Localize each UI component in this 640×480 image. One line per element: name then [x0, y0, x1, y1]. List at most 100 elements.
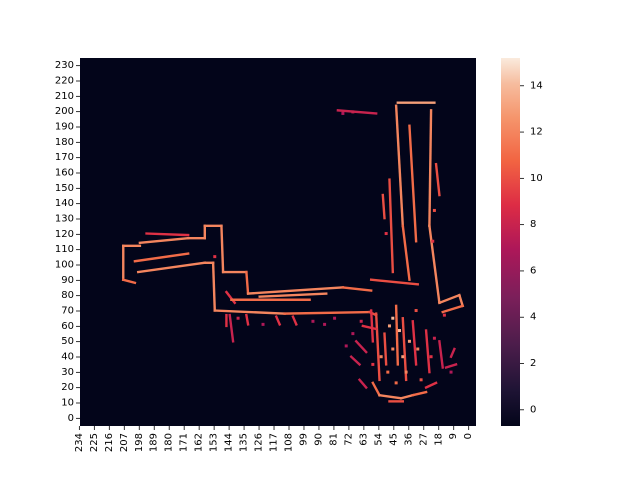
- x-tick-label: 45: [388, 433, 399, 446]
- y-tick-label: 20: [61, 382, 74, 393]
- heatmap-segment-39: [246, 315, 248, 324]
- heatmap-cell-30: [433, 209, 436, 212]
- heatmap-cell-19: [351, 332, 354, 335]
- y-tick-label: 10: [61, 398, 74, 409]
- heatmap-cell-0: [391, 317, 394, 320]
- heatmap-segment-35: [285, 312, 370, 314]
- x-tick-label: 117: [269, 433, 280, 452]
- heatmap-cell-21: [237, 317, 240, 320]
- x-tick-label: 162: [194, 433, 205, 452]
- x-tick-label: 135: [239, 433, 250, 452]
- y-tick-label: 140: [55, 198, 74, 209]
- heatmap-cell-2: [398, 329, 401, 332]
- x-axis: 234 225 216 207 198 189 180 171 162 153 144 135 126 1…: [74, 426, 474, 452]
- x-tick-label: 234: [74, 433, 85, 452]
- x-tick-label: 153: [209, 433, 220, 452]
- x-tick-label: 27: [418, 433, 429, 446]
- x-tick-label: 18: [433, 433, 444, 446]
- x-tick-label: 225: [89, 433, 100, 452]
- x-tick-label: 108: [284, 433, 295, 452]
- y-tick-label: 100: [55, 260, 74, 271]
- colorbar-tick-label: 2: [530, 358, 536, 369]
- heatmap-cell-29: [431, 240, 434, 243]
- heatmap-cell-7: [380, 355, 383, 358]
- heatmap-cell-17: [450, 371, 453, 374]
- heatmap-cell-11: [395, 381, 398, 384]
- y-tick-label: 170: [55, 152, 74, 163]
- heatmap-segment-45: [396, 306, 398, 365]
- x-tick-label: 126: [254, 433, 265, 452]
- y-tick-label: 230: [55, 60, 74, 71]
- x-tick-label: 207: [119, 433, 130, 452]
- x-tick-label: 99: [298, 433, 309, 446]
- heatmap-cell-4: [391, 348, 394, 351]
- heatmap-cell-14: [433, 337, 436, 340]
- x-tick-label: 81: [328, 433, 339, 446]
- colorbar: [501, 58, 520, 426]
- y-tick-label: 130: [55, 214, 74, 225]
- y-tick-label: 70: [61, 306, 74, 317]
- y-tick-label: 210: [55, 91, 74, 102]
- heatmap-cell-24: [323, 323, 326, 326]
- y-tick-label: 160: [55, 168, 74, 179]
- y-tick-label: 40: [61, 352, 74, 363]
- y-axis: 2302202102001901801701601501401301201101…: [55, 60, 80, 424]
- colorbar-axis: 0 2 4 6 8 10 12 14: [520, 80, 543, 415]
- colorbar-tick-label: 12: [530, 127, 543, 138]
- colorbar-tick-label: 14: [530, 80, 543, 91]
- heatmap-cell-1: [388, 324, 391, 327]
- x-tick-label: 180: [164, 433, 175, 452]
- heatmap-cell-13: [430, 355, 433, 358]
- heatmap-segment-23: [246, 272, 248, 294]
- y-tick-label: 50: [61, 336, 74, 347]
- y-tick-label: 80: [61, 290, 74, 301]
- heatmap-cell-15: [415, 309, 418, 312]
- y-tick-label: 150: [55, 183, 74, 194]
- heatmap-cell-28: [385, 232, 388, 235]
- heatmap-cell-12: [371, 363, 374, 366]
- heatmap-segment-17: [147, 234, 189, 236]
- heatmap-cell-9: [405, 371, 408, 374]
- heatmap-cell-18: [360, 320, 363, 323]
- y-tick-label: 90: [61, 275, 74, 286]
- heatmap-segment-44: [384, 334, 386, 365]
- y-tick-label: 220: [55, 76, 74, 87]
- y-tick-label: 180: [55, 137, 74, 148]
- x-tick-label: 90: [313, 433, 324, 446]
- colorbar-tick-label: 4: [530, 312, 536, 323]
- x-tick-label: 9: [448, 433, 459, 439]
- colorbar-tick-label: 8: [530, 219, 536, 230]
- y-tick-label: 0: [68, 413, 74, 424]
- heatmap-segment-43: [371, 311, 373, 342]
- x-tick-label: 72: [343, 433, 354, 446]
- y-tick-label: 190: [55, 122, 74, 133]
- colorbar-tick-label: 10: [530, 173, 543, 184]
- y-tick-label: 200: [55, 106, 74, 117]
- x-tick-label: 171: [179, 433, 190, 452]
- heatmap-cell-22: [262, 323, 265, 326]
- heatmap-cell-5: [401, 355, 404, 358]
- heatmap-segment-30: [213, 263, 215, 311]
- x-tick-label: 189: [149, 433, 160, 452]
- x-tick-label: 144: [224, 433, 235, 452]
- heatmap-cell-23: [311, 320, 314, 323]
- y-tick-label: 110: [55, 244, 74, 255]
- heatmap-segment-12: [383, 195, 385, 218]
- y-tick-label: 30: [61, 367, 74, 378]
- heatmap-cell-16: [443, 314, 446, 317]
- y-tick-label: 60: [61, 321, 74, 332]
- heatmap-segment-21: [221, 226, 223, 272]
- y-tick-label: 120: [55, 229, 74, 240]
- x-tick-label: 36: [403, 433, 414, 446]
- x-tick-label: 198: [134, 433, 145, 452]
- heatmap-cell-25: [333, 317, 336, 320]
- heatmap-segment-2: [429, 110, 431, 225]
- heatmap-cell-3: [408, 340, 411, 343]
- heatmap-cell-31: [213, 255, 216, 258]
- x-tick-label: 0: [463, 433, 474, 439]
- heatmap-cell-27: [351, 110, 354, 113]
- x-tick-label: 216: [104, 433, 115, 452]
- colorbar-tick-label: 0: [530, 404, 536, 415]
- colorbar-tick-label: 6: [530, 265, 536, 276]
